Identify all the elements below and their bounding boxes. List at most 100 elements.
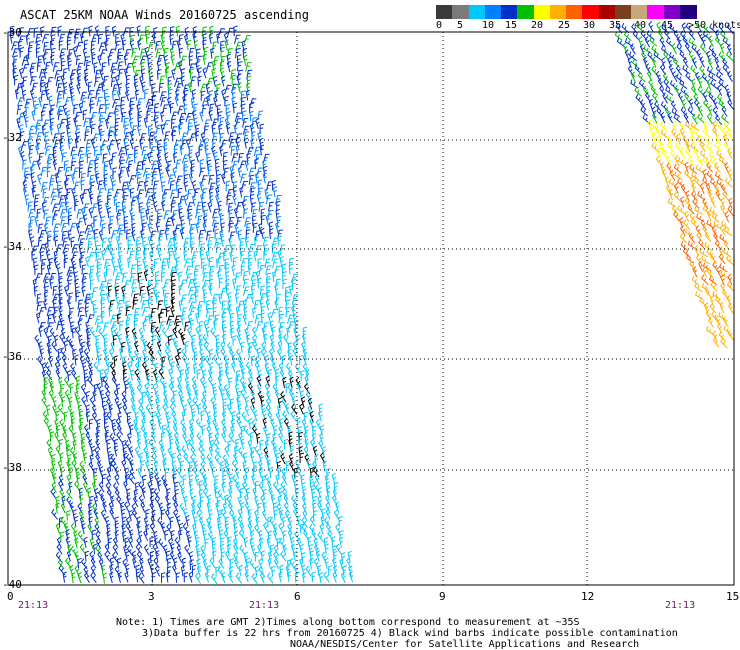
wind-barb (191, 334, 196, 346)
wind-barb (105, 34, 111, 45)
wind-barb (82, 47, 88, 59)
wind-barb (125, 63, 133, 73)
wind-barb (48, 257, 54, 269)
wind-barb (151, 572, 157, 583)
wind-barb (33, 103, 40, 114)
wind-barb (128, 383, 135, 395)
wind-barb (106, 474, 112, 487)
wind-barb (217, 489, 224, 501)
wind-barb (277, 235, 283, 247)
wind-barb (140, 293, 147, 303)
wind-barb (307, 536, 312, 548)
wind-barb (28, 125, 36, 136)
wind-barb (706, 170, 715, 181)
wind-barb (188, 172, 194, 184)
wind-barb (121, 272, 128, 283)
wind-barb (693, 147, 701, 159)
wind-barb (232, 102, 238, 114)
wind-barb (681, 98, 687, 111)
wind-barb (728, 197, 733, 209)
wind-barb (227, 305, 232, 317)
wind-barb (675, 64, 683, 76)
wind-barb (177, 105, 185, 115)
wind-barb (80, 179, 85, 191)
wind-barb (171, 68, 176, 80)
wind-barb (56, 122, 61, 135)
wind-barb (236, 320, 242, 332)
wind-barb (156, 480, 162, 492)
wind-barb (117, 402, 122, 415)
wind-barb (331, 536, 336, 548)
wind-barb (214, 432, 220, 444)
wind-barb (226, 27, 234, 38)
wind-barb (711, 311, 720, 322)
wind-barb (79, 347, 84, 359)
wind-barb (260, 214, 266, 226)
wind-barb (132, 556, 137, 569)
wind-barb (171, 130, 177, 142)
wind-barb (87, 502, 93, 514)
wind-barb (174, 536, 181, 548)
wind-barb (135, 564, 140, 576)
wind-barb (713, 220, 722, 230)
wind-barb (207, 522, 213, 534)
wind-barb (154, 565, 161, 577)
wind-barb (249, 431, 254, 443)
wind-barb (227, 48, 233, 58)
wind-barb (276, 215, 282, 227)
wind-barb (209, 362, 214, 374)
wind-barb (177, 347, 182, 360)
wind-barb (249, 102, 254, 114)
wind-barb (84, 306, 89, 318)
wind-barb (62, 244, 70, 254)
wind-barb (52, 404, 58, 416)
wind-barb (36, 301, 43, 311)
wind-barb (121, 341, 126, 353)
wind-barb (66, 488, 73, 500)
wind-barb (319, 452, 326, 464)
wind-barb (100, 564, 106, 576)
wind-barb (160, 509, 166, 520)
wind-barb (187, 313, 193, 326)
wind-barb (259, 298, 264, 310)
colorbar-tick-label: 5 (457, 20, 464, 31)
wind-barb (65, 439, 70, 451)
wind-barb (726, 128, 734, 140)
wind-barb (81, 27, 89, 38)
wind-barb (247, 508, 252, 520)
wind-barb (62, 103, 68, 116)
wind-barb (169, 180, 176, 191)
wind-barb (269, 354, 276, 367)
wind-barb (301, 494, 307, 506)
wind-barb (714, 141, 722, 153)
wind-barb (222, 151, 228, 163)
wind-barb (64, 97, 72, 107)
wind-barb (616, 37, 625, 48)
wind-barb (242, 299, 247, 311)
wind-barb (268, 228, 274, 240)
wind-barb (262, 236, 270, 247)
wind-barb (146, 110, 152, 121)
wind-barb (281, 397, 288, 409)
wind-barb (161, 572, 166, 583)
wind-barb (50, 488, 57, 500)
grid-lines (8, 32, 734, 585)
wind-barb (125, 550, 130, 562)
wind-barb (143, 355, 148, 368)
wind-barb (201, 104, 208, 115)
wind-barb (339, 530, 344, 541)
wind-barb (247, 263, 253, 276)
wind-barb (129, 187, 135, 199)
wind-barb (220, 139, 228, 150)
wind-barb (233, 25, 238, 37)
wind-barb (250, 397, 256, 409)
wind-barb (653, 50, 662, 61)
wind-barb (260, 348, 267, 360)
wind-barb (158, 235, 163, 247)
wind-barb (706, 219, 715, 230)
wind-barb (298, 446, 303, 458)
wind-barb (262, 153, 270, 164)
wind-barb (244, 159, 250, 171)
wind-barb (215, 341, 221, 353)
wind-barb (110, 249, 115, 261)
